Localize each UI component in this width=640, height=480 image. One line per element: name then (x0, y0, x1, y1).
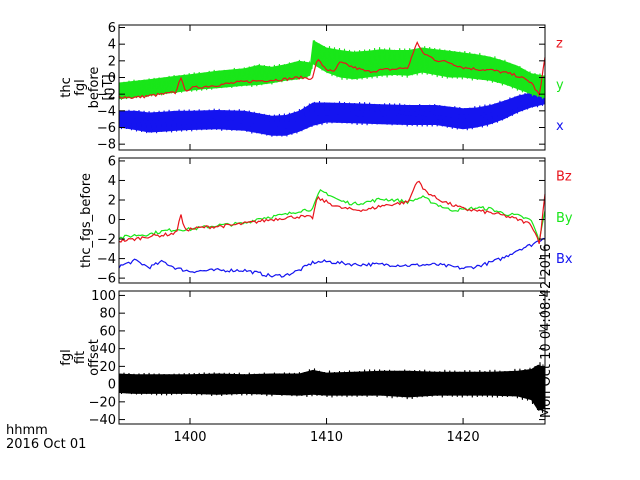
y-axis-label-panel-3: offset (87, 339, 102, 376)
y-axis-label-panel-3: fgl (59, 349, 74, 365)
y-axis-label-panel-1: before (87, 67, 102, 109)
y-tick-label-panel-1: 4 (108, 38, 116, 53)
y-tick-label-panel-2: −6 (97, 272, 116, 287)
series-texture-x-panel-1 (118, 88, 546, 137)
y-axis-label-panel-1: [nT] (101, 74, 116, 100)
y-tick-label-panel-2: 6 (108, 154, 116, 169)
y-tick-label-panel-2: −4 (97, 252, 116, 267)
timestamp-text: Mon Oct 10 04:08:42 2016 (539, 244, 554, 418)
legend-label-Bx: Bx (556, 252, 573, 267)
panel-frame-2 (118, 157, 546, 284)
x-tick-label: 1420 (447, 430, 480, 445)
legend-label-x: x (556, 119, 564, 134)
y-tick-label-panel-1: −4 (97, 104, 116, 119)
y-tick-label-panel-3: −20 (89, 395, 116, 410)
x-tick-label: 1400 (173, 430, 206, 445)
y-tick-label-panel-2: 4 (108, 174, 116, 189)
y-axis-label-panel-3: fit (73, 351, 88, 364)
y-tick-label-panel-3: 80 (99, 307, 116, 322)
y-tick-label-panel-3: −40 (89, 413, 116, 428)
panel-frame-1 (118, 24, 546, 151)
series-band-y-panel-1 (119, 40, 545, 100)
series-line-By-panel-2 (118, 189, 546, 242)
y-axis-label-panel-1: thc (59, 77, 74, 97)
y-axis-label-panel-1: fgl (73, 79, 88, 95)
y-tick-label-panel-2: 0 (108, 213, 116, 228)
y-tick-label-panel-3: 20 (99, 360, 116, 375)
x-axis-caption-line1: hhmm (6, 423, 48, 438)
x-axis-caption: hhmm 2016 Oct 01 (6, 424, 86, 452)
legend-label-By: By (556, 211, 573, 226)
y-tick-label-panel-1: −8 (97, 138, 116, 153)
y-tick-label-panel-1: 2 (108, 54, 116, 69)
legend-label-z: z (556, 37, 563, 52)
y-axis-label-panel-2: thc_fgs_before (79, 173, 94, 268)
legend-label-Bz: Bz (556, 170, 572, 185)
y-tick-label-panel-3: 40 (99, 342, 116, 357)
y-tick-label-panel-2: −2 (97, 233, 116, 248)
series-texture-offset-panel-3 (118, 362, 546, 413)
series-line-Bx-panel-2 (118, 237, 546, 278)
x-tick-label: 1410 (310, 430, 343, 445)
series-band-offset-panel-3 (119, 364, 545, 411)
series-line-z-panel-1 (118, 40, 546, 99)
series-line-Bz-panel-2 (118, 180, 546, 244)
series-band-x-panel-1 (119, 90, 545, 136)
y-tick-label-panel-3: 100 (91, 289, 116, 304)
y-tick-label-panel-2: 2 (108, 193, 116, 208)
y-tick-label-panel-1: −6 (97, 121, 116, 136)
y-tick-label-panel-1: −2 (97, 88, 116, 103)
series-texture-y-panel-1 (118, 40, 546, 100)
panel-frame-3 (118, 290, 546, 425)
y-tick-label-panel-3: 0 (108, 378, 116, 393)
x-axis-caption-line2: 2016 Oct 01 (6, 437, 87, 452)
y-tick-label-panel-1: 0 (108, 71, 116, 86)
y-tick-label-panel-3: 60 (99, 324, 116, 339)
legend-label-y: y (556, 78, 564, 93)
y-tick-label-panel-1: 6 (108, 21, 116, 36)
